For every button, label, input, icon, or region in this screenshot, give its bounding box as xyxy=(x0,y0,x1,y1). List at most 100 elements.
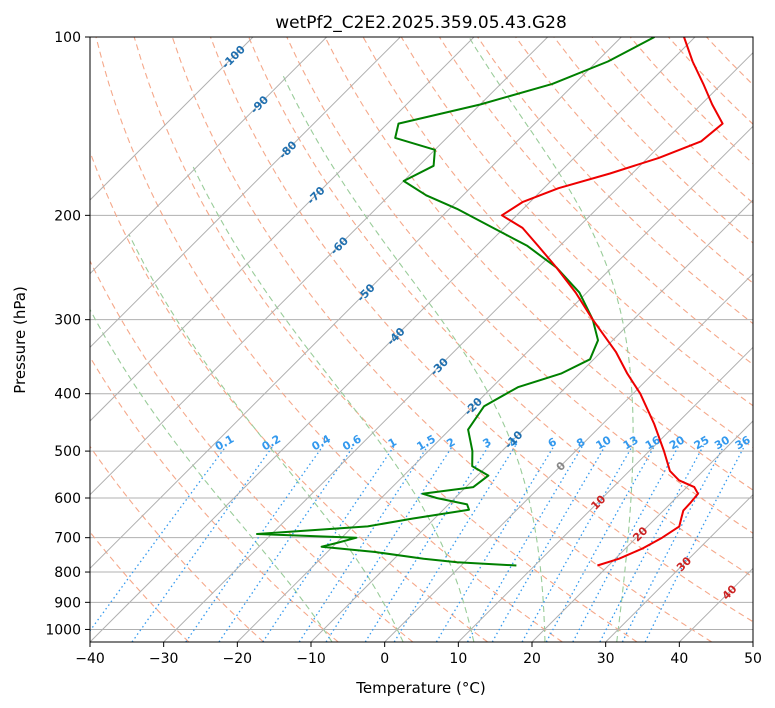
mixing-ratio-line xyxy=(185,445,324,642)
mixing-ratio-label: 6 xyxy=(546,435,559,450)
x-tick-label: 20 xyxy=(523,651,541,667)
mixing-ratio-line xyxy=(364,445,490,642)
isotherm xyxy=(90,37,622,570)
dry-adiabat xyxy=(90,150,488,642)
dry-adiabat xyxy=(248,37,753,578)
isotherm xyxy=(384,272,753,642)
isotherm-label: -60 xyxy=(328,234,351,257)
isotherm xyxy=(90,37,401,349)
isotherm xyxy=(605,493,753,642)
dry-adiabat xyxy=(286,37,753,534)
mixing-ratio-line xyxy=(298,445,429,642)
x-axis-label: Temperature (°C) xyxy=(355,679,485,697)
dry-adiabat xyxy=(667,37,753,125)
mixing-ratio-line xyxy=(393,445,516,642)
y-axis: 100 200 300 400 500 600 700 800 900 1000 xyxy=(45,30,90,638)
dry-adiabat xyxy=(209,37,753,623)
mixing-ratio-label: 0.1 xyxy=(213,432,236,453)
isotherm-label: -30 xyxy=(428,355,451,378)
temperature-profile-line xyxy=(500,37,724,567)
mixing-ratio-label: 0.6 xyxy=(340,432,364,453)
x-tick-label: 10 xyxy=(449,651,467,667)
mixing-ratio-label: 0.4 xyxy=(310,432,334,453)
moist-adiabat xyxy=(468,37,634,642)
profiles-layer xyxy=(256,37,724,567)
isotherm-label: 0 xyxy=(554,459,569,474)
mixing-ratio-line xyxy=(572,445,680,642)
dry-adiabat xyxy=(133,37,638,642)
isotherm-label: -50 xyxy=(354,281,377,304)
y-tick-label: 1000 xyxy=(45,622,81,638)
isotherms-layer xyxy=(90,37,753,642)
isotherm xyxy=(90,37,254,201)
grid-layer xyxy=(90,37,753,630)
isotherm-label: 10 xyxy=(588,492,608,512)
isotherm-label: -20 xyxy=(462,395,485,418)
isotherm xyxy=(90,37,696,642)
x-tick-label: −40 xyxy=(75,651,105,667)
chart-title: wetPf2_C2E2.2025.359.05.43.G28 xyxy=(275,13,567,33)
x-tick-label: −10 xyxy=(296,651,326,667)
mixing-ratio-line xyxy=(644,445,746,642)
mixing-ratio-label: 30 xyxy=(712,433,732,452)
moist-adiabat xyxy=(192,165,475,642)
y-tick-label: 100 xyxy=(54,30,81,46)
x-tick-label: 0 xyxy=(380,651,389,667)
y-tick-label: 500 xyxy=(54,444,81,460)
y-tick-label: 800 xyxy=(54,565,81,581)
dry-adiabat xyxy=(90,445,264,642)
x-tick-label: 30 xyxy=(597,651,615,667)
isotherm xyxy=(678,567,753,642)
mixing-ratio-line xyxy=(491,445,606,642)
x-tick-label: 40 xyxy=(670,651,688,667)
isotherm xyxy=(310,199,753,642)
moist-adiabat xyxy=(128,233,404,642)
y-tick-label: 200 xyxy=(54,208,81,224)
dry-adiabat xyxy=(90,259,414,642)
mixing-ratio-label: 0.2 xyxy=(260,432,283,453)
y-tick-label: 900 xyxy=(54,595,81,611)
mixing-ratio-line xyxy=(545,445,656,642)
isotherm xyxy=(163,51,753,642)
mixing-ratio-label: 13 xyxy=(621,433,641,452)
mixing-ratio-line xyxy=(435,445,555,642)
isotherm xyxy=(457,346,753,642)
y-tick-label: 300 xyxy=(54,313,81,329)
dry-adiabat xyxy=(324,37,753,491)
isotherm xyxy=(236,125,753,642)
isotherm xyxy=(90,37,475,422)
mixing-ratio-line xyxy=(90,445,227,632)
mixing-ratio-label: 20 xyxy=(667,433,687,452)
mixing-ratio-label: 8 xyxy=(574,435,587,450)
y-axis-label: Pressure (hPa) xyxy=(11,286,29,394)
isotherm-label: -90 xyxy=(248,93,271,116)
dry-adiabat xyxy=(515,37,753,284)
isotherm-label: -100 xyxy=(219,43,248,72)
isotherm xyxy=(531,420,753,642)
plot-area: 0.1 0.2 0.4 0.6 1 1.5 2 3 4 6 8 10 13 16 20 25 30 36-100-… xyxy=(89,36,754,643)
isotherm xyxy=(90,37,328,275)
isotherm-label: -10 xyxy=(502,428,525,451)
dewpoint-profile-line xyxy=(256,37,655,567)
dry-adiabat xyxy=(553,37,753,244)
mixing-ratio-line xyxy=(325,445,454,642)
mixing-ratio-label: 1.5 xyxy=(414,432,437,453)
mixing-ratio-line xyxy=(131,445,274,642)
dry-adiabat xyxy=(591,37,753,204)
mixing-ratio-label: 10 xyxy=(594,433,614,452)
moist-adiabat xyxy=(90,308,333,642)
y-tick-label: 700 xyxy=(54,531,81,547)
dry-adiabat xyxy=(95,37,563,642)
plot-frame xyxy=(89,36,754,643)
isotherm-label: -80 xyxy=(276,138,299,161)
dry-adiabat xyxy=(171,37,712,642)
mixing-ratio-label: 3 xyxy=(480,435,493,450)
dry-adiabat xyxy=(90,356,339,642)
mixing-ratio-line xyxy=(262,445,395,642)
mixing-ratio-label: 2 xyxy=(444,435,457,450)
x-tick-label: −30 xyxy=(149,651,179,667)
mixing-ratio-label: 1 xyxy=(386,435,399,450)
isotherm xyxy=(90,37,549,496)
mixing-ratio-line xyxy=(466,445,584,642)
